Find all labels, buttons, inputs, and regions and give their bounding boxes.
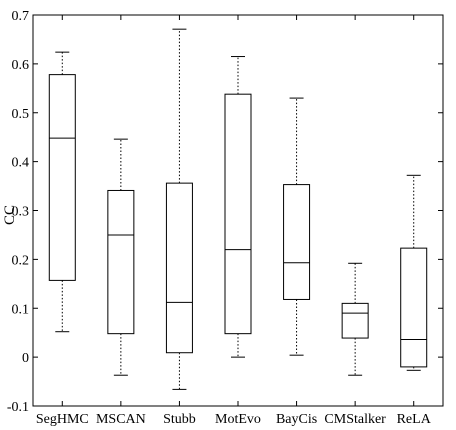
x-tick-label: CMStalker	[324, 412, 386, 427]
x-tick-label: BayCis	[276, 412, 317, 427]
box-iqr	[48, 74, 76, 281]
y-axis: -0.1 0 0.1 0.2 0.3 0.4 0.5 0.6 0.7	[7, 9, 443, 415]
box-iqr	[224, 93, 252, 335]
y-tick-label: -0.1	[7, 400, 29, 415]
y-tick-label: 0.3	[12, 205, 30, 220]
y-tick-label: 0.2	[12, 253, 30, 268]
box-baycis	[283, 97, 311, 356]
box-iqr	[165, 182, 193, 354]
y-tick-label: 0.1	[12, 302, 30, 317]
y-axis-label: CC	[2, 205, 18, 225]
box-iqr	[283, 184, 311, 300]
x-tick-label: ReLA	[397, 412, 432, 427]
box-seghmc	[48, 51, 76, 333]
x-tick-label: Stubb	[163, 412, 196, 427]
box-motevo	[224, 56, 252, 358]
y-tick-label: 0.7	[12, 9, 30, 24]
box-cmstalker	[341, 262, 369, 376]
y-tick-label: 0	[22, 351, 29, 366]
box-iqr	[107, 189, 135, 335]
x-tick-label: MotEvo	[215, 412, 261, 427]
y-tick-label: 0.6	[12, 58, 30, 73]
box-iqr	[341, 302, 369, 339]
x-tick-label: SegHMC	[36, 412, 89, 427]
x-axis: SegHMC MSCAN Stubb MotEvo BayCis CMStalker ReL…	[36, 15, 432, 427]
y-tick-label: 0.4	[12, 156, 30, 171]
box-mscan	[107, 138, 135, 376]
box-stubb	[165, 28, 193, 390]
box-rela	[400, 174, 428, 371]
x-tick-label: MSCAN	[96, 412, 146, 427]
box-iqr	[400, 247, 428, 368]
boxes-layer	[48, 28, 428, 390]
y-tick-label: 0.5	[12, 107, 30, 122]
